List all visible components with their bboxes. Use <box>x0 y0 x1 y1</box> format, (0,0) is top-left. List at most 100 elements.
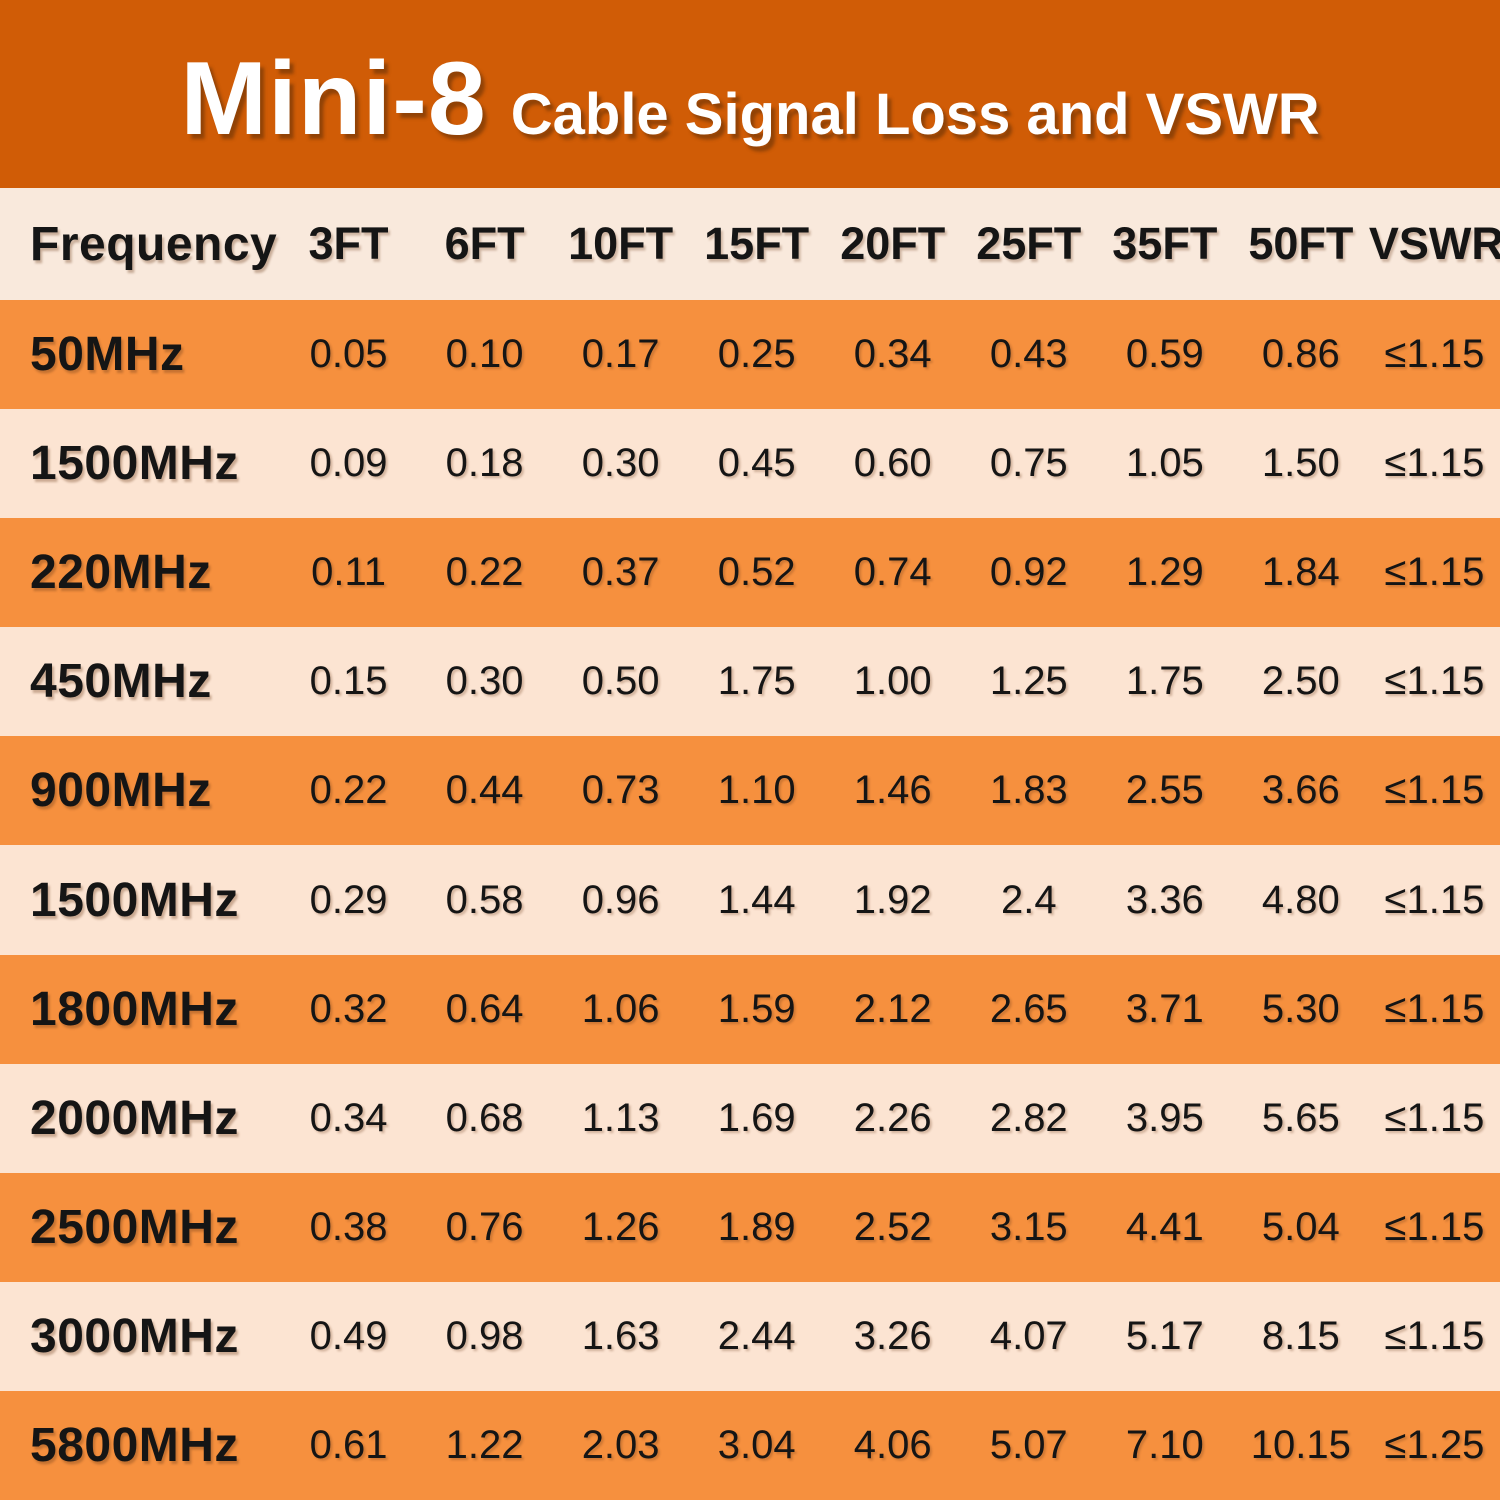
cell-value: 0.98 <box>445 1313 524 1358</box>
table-row: 2500MHz 0.38 0.76 1.26 1.89 2.52 3.15 4.41 5.04 ≤… <box>0 1172 1500 1282</box>
column-header-3ft: 3FT <box>308 218 389 269</box>
cell-value: 0.30 <box>445 659 524 704</box>
cell-value: 0.22 <box>445 550 524 595</box>
cell-value: 0.52 <box>717 550 796 595</box>
cell-value: 0.96 <box>581 877 660 922</box>
column-header-10ft: 10FT <box>568 218 674 269</box>
row-label-frequency: 2500MHz <box>30 1200 239 1254</box>
column-header-35ft: 35FT <box>1112 218 1218 269</box>
cell-value: 1.69 <box>717 1095 796 1140</box>
cell-value: 0.34 <box>309 1095 388 1140</box>
table-row: 220MHz 0.11 0.22 0.37 0.52 0.74 0.92 1.29 1.84 ≤1… <box>0 518 1500 628</box>
cell-value: 3.66 <box>1261 768 1340 813</box>
cell-value: 0.11 <box>311 550 386 595</box>
cell-value: 2.65 <box>989 986 1068 1031</box>
column-header-15ft: 15FT <box>704 218 810 269</box>
cell-value: 1.44 <box>717 877 796 922</box>
cell-value: 5.07 <box>989 1422 1068 1467</box>
cell-value: 0.43 <box>989 332 1068 377</box>
row-label-frequency: 5800MHz <box>30 1418 239 1472</box>
cell-value: ≤1.15 <box>1384 877 1485 922</box>
cell-value: 0.61 <box>309 1422 388 1467</box>
cell-value: 0.38 <box>309 1204 388 1249</box>
cell-value: 1.29 <box>1125 550 1204 595</box>
cell-value: ≤1.15 <box>1384 1313 1485 1358</box>
cell-value: 0.09 <box>309 441 388 486</box>
row-label-frequency: 220MHz <box>30 546 212 600</box>
cell-value: 1.50 <box>1261 441 1340 486</box>
cell-value: ≤1.15 <box>1384 441 1485 486</box>
cell-value: 1.06 <box>581 986 660 1031</box>
table-row: 2000MHz 0.34 0.68 1.13 1.69 2.26 2.82 3.95 5.65 ≤… <box>0 1063 1500 1173</box>
cell-value: 0.29 <box>309 877 388 922</box>
column-header-6ft: 6FT <box>444 218 525 269</box>
cell-value: 0.37 <box>581 550 660 595</box>
row-label-frequency: 50MHz <box>30 328 185 382</box>
cell-value: 3.15 <box>989 1204 1068 1249</box>
table-header-row: Frequency 3FT 6FT 10FT 15FT 20FT 25FT 35FT 50FT V… <box>0 188 1500 300</box>
cell-value: 7.10 <box>1125 1422 1204 1467</box>
column-header-25ft: 25FT <box>976 218 1082 269</box>
title-subtitle: Cable Signal Loss and VSWR <box>510 81 1320 147</box>
table-row: 900MHz 0.22 0.44 0.73 1.10 1.46 1.83 2.55 3.66 ≤1… <box>0 736 1500 846</box>
cell-value: 0.18 <box>445 441 524 486</box>
cell-value: 2.03 <box>581 1422 660 1467</box>
cell-value: 0.17 <box>581 332 660 377</box>
cell-value: 2.82 <box>989 1095 1068 1140</box>
cell-value: 5.30 <box>1261 986 1340 1031</box>
cell-value: 0.49 <box>309 1313 388 1358</box>
cell-value: 2.26 <box>853 1095 932 1140</box>
cell-value: 1.10 <box>717 768 796 813</box>
cell-value: 1.63 <box>581 1313 660 1358</box>
cell-value: 0.30 <box>581 441 660 486</box>
cell-value: ≤1.15 <box>1384 550 1485 595</box>
page-title: Mini-8 Cable Signal Loss and VSWR <box>180 30 1319 159</box>
row-label-frequency: 450MHz <box>30 655 212 709</box>
cell-value: ≤1.15 <box>1384 1204 1485 1249</box>
cell-value: ≤1.15 <box>1384 768 1485 813</box>
title-banner: Mini-8 Cable Signal Loss and VSWR <box>0 0 1500 188</box>
cell-value: 1.83 <box>989 768 1068 813</box>
cell-value: 3.71 <box>1125 986 1204 1031</box>
cell-value: 1.26 <box>581 1204 660 1249</box>
column-header-50ft: 50FT <box>1248 218 1354 269</box>
row-label-frequency: 1500MHz <box>30 873 239 927</box>
cell-value: 1.89 <box>717 1204 796 1249</box>
table-row: 50MHz 0.05 0.10 0.17 0.25 0.34 0.43 0.59 0.86 ≤1.… <box>0 300 1500 410</box>
cell-value: 2.55 <box>1125 768 1204 813</box>
cell-value: 0.32 <box>309 986 388 1031</box>
cell-value: 2.12 <box>853 986 932 1031</box>
cell-value: 4.41 <box>1125 1204 1204 1249</box>
cell-value: ≤1.25 <box>1384 1422 1485 1467</box>
cell-value: 1.46 <box>853 768 932 813</box>
row-label-frequency: 1800MHz <box>30 982 239 1036</box>
table-row: 450MHz 0.15 0.30 0.50 1.75 1.00 1.25 1.75 2.50 ≤1… <box>0 627 1500 737</box>
column-header-vswr: VSWR <box>1368 218 1500 269</box>
row-label-frequency: 2000MHz <box>30 1091 239 1145</box>
cell-value: 1.92 <box>853 877 932 922</box>
cell-value: 0.15 <box>309 659 388 704</box>
cell-value: 0.74 <box>853 550 932 595</box>
cell-value: 0.50 <box>581 659 660 704</box>
cell-value: ≤1.15 <box>1384 986 1485 1031</box>
cell-value: ≤1.15 <box>1384 332 1485 377</box>
table-row: 3000MHz 0.49 0.98 1.63 2.44 3.26 4.07 5.17 8.15 ≤… <box>0 1281 1500 1391</box>
cell-value: 0.75 <box>989 441 1068 486</box>
cell-value: 4.06 <box>853 1422 932 1467</box>
cell-value: 0.25 <box>717 332 796 377</box>
cell-value: 2.4 <box>1000 877 1057 922</box>
cell-value: 0.59 <box>1125 332 1204 377</box>
cell-value: 0.92 <box>989 550 1068 595</box>
cell-value: 10.15 <box>1250 1422 1351 1467</box>
cell-value: 0.05 <box>309 332 388 377</box>
cell-value: 1.00 <box>853 659 932 704</box>
table-row: 1500MHz 0.09 0.18 0.30 0.45 0.60 0.75 1.05 1.50 ≤… <box>0 409 1500 519</box>
cell-value: 4.80 <box>1261 877 1340 922</box>
cell-value: 1.75 <box>1125 659 1204 704</box>
table-row: 1800MHz 0.32 0.64 1.06 1.59 2.12 2.65 3.71 5.30 ≤… <box>0 954 1500 1064</box>
cell-value: 3.36 <box>1125 877 1204 922</box>
cell-value: 5.65 <box>1261 1095 1340 1140</box>
column-header-frequency: Frequency <box>30 217 278 271</box>
cell-value: 1.13 <box>581 1095 660 1140</box>
cell-value: 0.64 <box>445 986 524 1031</box>
